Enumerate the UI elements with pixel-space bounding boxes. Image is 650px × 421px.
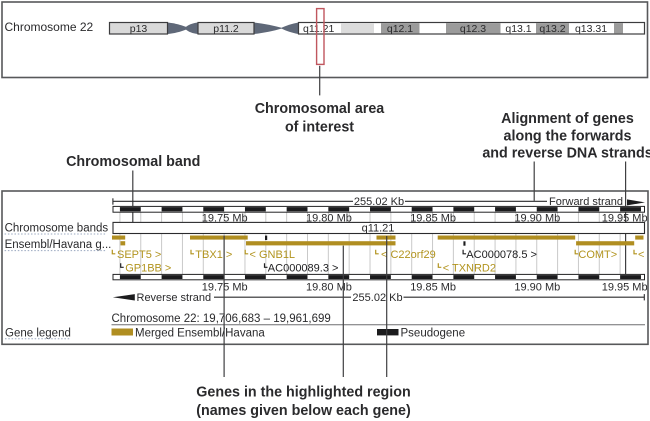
svg-text:AC000078.5 >: AC000078.5 >	[466, 249, 537, 261]
svg-text:255.02 Kb: 255.02 Kb	[354, 196, 404, 208]
svg-text:Chromosomal area: Chromosomal area	[255, 101, 386, 117]
svg-text:GP1BB >: GP1BB >	[125, 262, 171, 274]
svg-text:q12.1: q12.1	[387, 23, 413, 35]
svg-text:Gene legend: Gene legend	[5, 327, 71, 339]
svg-text:Chromosome bands: Chromosome bands	[5, 223, 109, 235]
svg-text:19.95 Mb: 19.95 Mb	[602, 282, 648, 294]
svg-text:19.80 Mb: 19.80 Mb	[306, 282, 352, 294]
svg-text:19.90 Mb: 19.90 Mb	[514, 213, 560, 225]
svg-text:Chromosome 22: Chromosome 22	[5, 20, 94, 34]
svg-text:q12.3: q12.3	[460, 23, 486, 35]
svg-text:p13: p13	[130, 23, 148, 35]
svg-text:along the forwards: along the forwards	[504, 128, 632, 144]
svg-text:AC000089.3 >: AC000089.3 >	[268, 262, 339, 274]
svg-text:Chromosome 22: 19,706,683 – 19: Chromosome 22: 19,706,683 – 19,961,699	[112, 313, 331, 325]
svg-text:and reverse DNA strands: and reverse DNA strands	[482, 146, 650, 162]
svg-text:<: <	[638, 249, 644, 261]
svg-text:19.90 Mb: 19.90 Mb	[514, 282, 560, 294]
svg-text:q13.31: q13.31	[575, 23, 607, 35]
svg-text:19.85 Mb: 19.85 Mb	[410, 213, 456, 225]
svg-text:Alignment of genes: Alignment of genes	[501, 111, 634, 127]
svg-text:COMT>: COMT>	[578, 249, 617, 261]
svg-text:< TXNRD2: < TXNRD2	[443, 262, 496, 274]
svg-text:Pseudogene: Pseudogene	[401, 328, 466, 340]
svg-text:19.75 Mb: 19.75 Mb	[202, 213, 248, 225]
svg-text:19.85 Mb: 19.85 Mb	[410, 282, 456, 294]
svg-text:Chromosomal band: Chromosomal band	[66, 154, 200, 170]
svg-text:q11.21: q11.21	[362, 223, 395, 235]
svg-text:(names given below each gene): (names given below each gene)	[196, 403, 411, 419]
svg-text:19.75 Mb: 19.75 Mb	[202, 282, 248, 294]
svg-text:TBX1 >: TBX1 >	[195, 249, 232, 261]
svg-text:q13.2: q13.2	[539, 23, 565, 35]
svg-text:Reverse strand: Reverse strand	[137, 292, 212, 304]
svg-text:19.95 Mb: 19.95 Mb	[602, 213, 648, 225]
svg-text:Forward strand: Forward strand	[549, 196, 623, 208]
svg-text:of interest: of interest	[285, 119, 354, 135]
svg-text:19.80 Mb: 19.80 Mb	[306, 213, 352, 225]
svg-text:< GNB1L: < GNB1L	[250, 249, 296, 261]
svg-text:p11.2: p11.2	[213, 23, 239, 35]
svg-text:q13.1: q13.1	[505, 23, 531, 35]
svg-text:SEPT5 >: SEPT5 >	[117, 249, 161, 261]
svg-text:Genes in the highlighted regio: Genes in the highlighted region	[196, 385, 410, 401]
svg-text:255.02 Kb: 255.02 Kb	[352, 292, 402, 304]
svg-text:< C22orf29: < C22orf29	[381, 249, 436, 261]
svg-text:q11.21: q11.21	[303, 23, 334, 35]
svg-text:Ensembl/Havana g...: Ensembl/Havana g...	[5, 239, 112, 251]
svg-text:Merged Ensembl/Havana: Merged Ensembl/Havana	[135, 328, 265, 340]
